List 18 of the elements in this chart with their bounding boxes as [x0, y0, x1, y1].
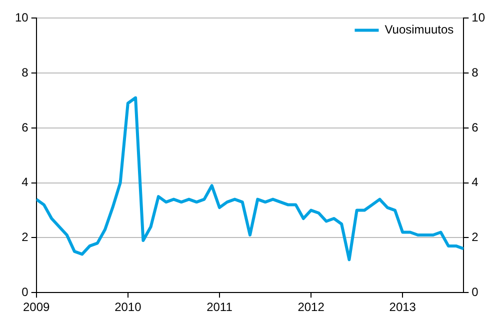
y2-tick-label: 4 [472, 175, 479, 190]
legend-label: Vuosimuutos [384, 22, 454, 37]
y2-tick-label: 2 [472, 230, 479, 244]
y-tick-label: 6 [22, 120, 29, 134]
y2-tick-label: 0 [472, 284, 479, 299]
x-tick-label: 2010 [114, 300, 142, 314]
y-tick-label: 10 [14, 10, 29, 25]
x-tick-label: 2011 [206, 300, 233, 314]
y-tick-label: 0 [22, 284, 29, 299]
x-tick-label: 2013 [389, 300, 416, 314]
y-tick-label: 4 [22, 175, 29, 190]
y-tick-label: 8 [22, 65, 29, 80]
y-tick-label: 2 [22, 230, 29, 244]
y2-tick-label: 8 [472, 65, 479, 80]
y2-tick-label: 6 [472, 120, 479, 134]
x-tick-label: 2009 [22, 300, 50, 314]
y2-tick-label: 10 [472, 10, 486, 25]
x-tick-label: 2012 [298, 300, 325, 314]
